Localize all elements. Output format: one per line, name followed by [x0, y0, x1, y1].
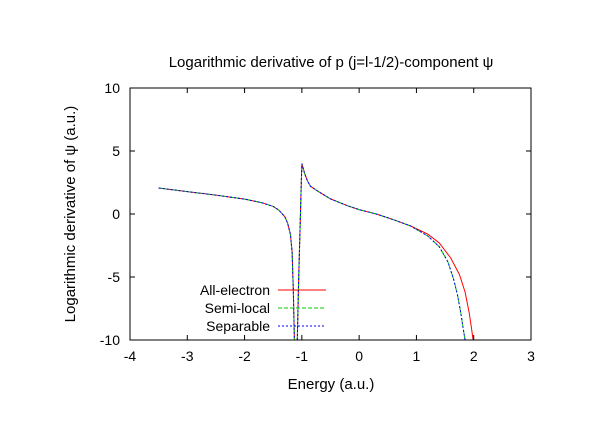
y-tick-label: 5	[112, 143, 120, 159]
chart-title: Logarithmic derivative of p (j=l-1/2)-co…	[169, 54, 494, 71]
x-tick-label: -1	[296, 348, 309, 364]
legend-label: Semi-local	[205, 300, 270, 316]
legend-label: All-electron	[200, 282, 270, 298]
x-tick-label: 3	[527, 348, 535, 364]
y-tick-label: -10	[100, 332, 120, 348]
y-tick-label: 0	[112, 206, 120, 222]
series-line-separable	[158, 187, 295, 341]
y-axis-label: Logarithmic derivative of ψ (a.u.)	[62, 106, 79, 323]
series-line-semi-local	[296, 163, 466, 341]
legend: All-electron Semi-local Separable	[200, 282, 326, 334]
x-tick-label: -2	[238, 348, 251, 364]
x-tick-label: 0	[355, 348, 363, 364]
x-axis-label: Energy (a.u.)	[288, 376, 375, 393]
plot-frame	[129, 87, 532, 341]
legend-label: Separable	[206, 318, 270, 334]
y-tick-label: 10	[104, 80, 120, 96]
x-tick-label: -4	[124, 348, 137, 364]
series-layer	[158, 163, 474, 341]
x-tick-label: 1	[413, 348, 421, 364]
x-tick-label: 2	[470, 348, 478, 364]
x-tick-label: -3	[181, 348, 194, 364]
y-tick-label: -5	[108, 269, 121, 285]
